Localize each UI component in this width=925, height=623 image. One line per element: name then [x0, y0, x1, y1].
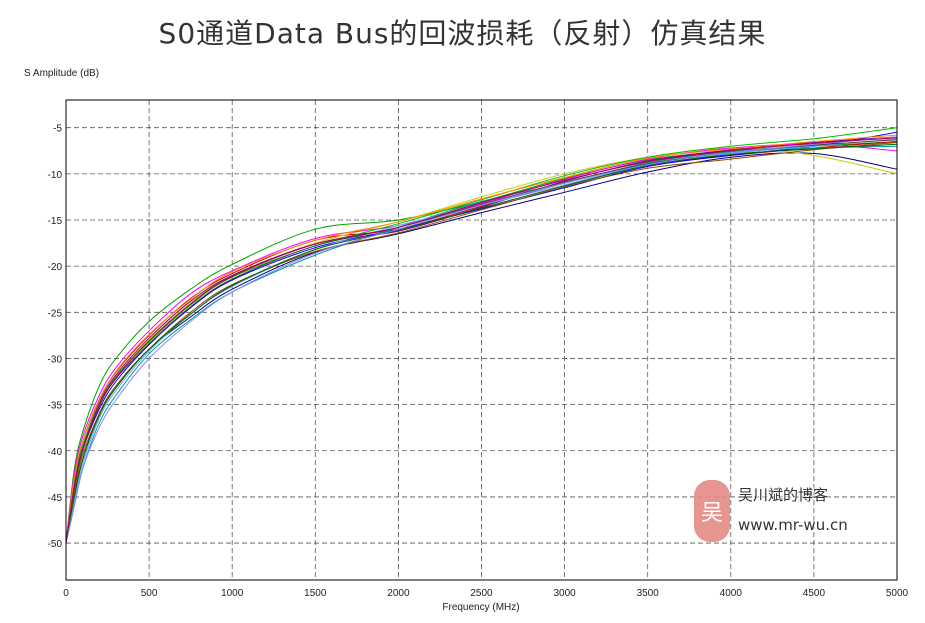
- x-tick-label: 2000: [387, 588, 410, 599]
- y-tick-label: -50: [48, 539, 63, 550]
- watermark-logo: 吴: [694, 480, 730, 542]
- series-line-15: [65, 136, 898, 544]
- x-tick-label: 4500: [803, 588, 826, 599]
- y-tick-label: -30: [48, 354, 63, 365]
- series-line-13: [65, 134, 898, 544]
- y-tick-label: -20: [48, 262, 63, 273]
- y-tick-label: -45: [48, 493, 63, 504]
- x-axis-label: Frequency (MHz): [442, 602, 519, 613]
- y-tick-label: -15: [48, 216, 63, 227]
- x-tick-labels: 0 500 1000 1500 2000 2500 3000 3500 4000 4500 5000: [63, 588, 908, 599]
- y-tick-label: -25: [48, 308, 63, 319]
- watermark: 吴 吴川斌的博客 www.mr-wu.cn: [694, 478, 884, 546]
- series-line-11: [65, 142, 898, 544]
- series-line-5: [65, 131, 898, 544]
- y-tick-labels: -5 -10 -15 -20 -25 -30 -35 -40 -45 -50: [48, 124, 63, 550]
- x-tick-label: 2500: [470, 588, 493, 599]
- series-line-14: [65, 143, 898, 544]
- series-line-8: [65, 143, 898, 544]
- y-tick-label: -35: [48, 401, 63, 412]
- x-tick-label: 3500: [637, 588, 660, 599]
- x-tick-label: 1500: [304, 588, 327, 599]
- x-tick-label: 4000: [720, 588, 743, 599]
- y-tick-label: -10: [48, 170, 63, 181]
- x-tick-label: 5000: [886, 588, 909, 599]
- watermark-name: 吴川斌的博客: [738, 486, 829, 504]
- y-axis-label: S Amplitude (dB): [24, 68, 99, 79]
- plot-frame: [65, 99, 898, 581]
- chart-title: S0通道Data Bus的回波损耗（反射）仿真结果: [158, 17, 767, 50]
- x-tick-label: 3000: [553, 588, 576, 599]
- watermark-url: www.mr-wu.cn: [738, 516, 848, 534]
- series-line-6: [65, 145, 898, 544]
- x-tick-label: 500: [141, 588, 158, 599]
- x-tick-label: 1000: [221, 588, 244, 599]
- y-tick-label: -5: [53, 124, 62, 135]
- x-tick-label: 0: [63, 588, 69, 599]
- y-tick-label: -40: [48, 447, 63, 458]
- grid: [66, 100, 897, 580]
- series-line-16: [65, 137, 898, 544]
- series-group: [65, 127, 898, 544]
